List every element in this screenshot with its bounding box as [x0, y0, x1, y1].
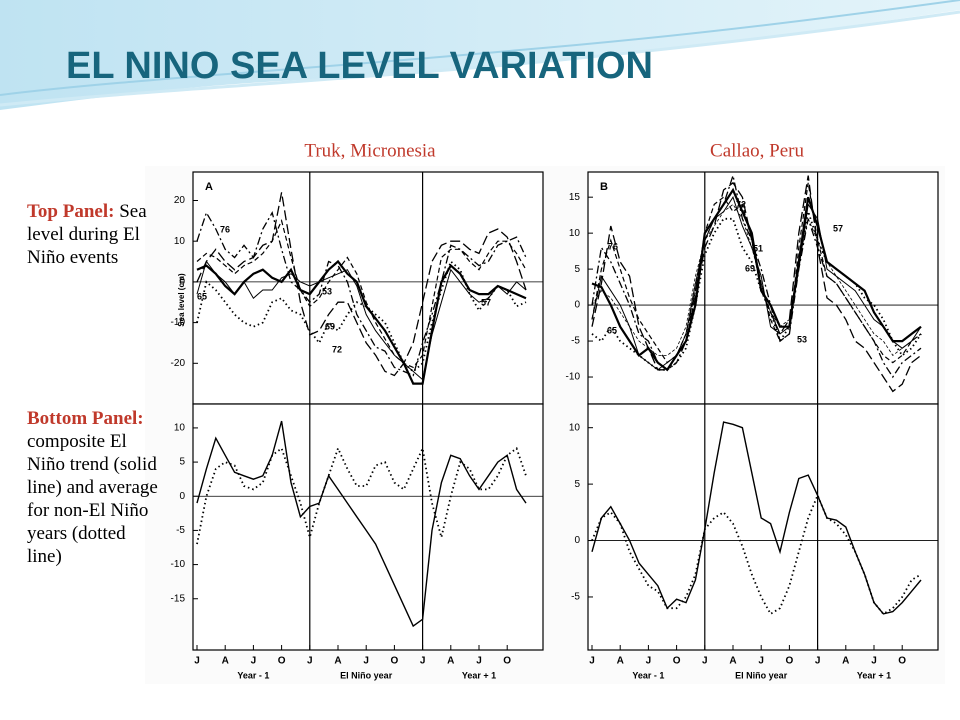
slide-title: EL NINO SEA LEVEL VARIATION	[66, 45, 653, 87]
series-line	[591, 196, 922, 371]
series-line	[196, 219, 527, 369]
series-line	[196, 260, 527, 381]
x-group-label: Year - 1	[632, 670, 664, 680]
series-label: 65	[607, 325, 617, 335]
x-tick-label: A	[842, 656, 849, 667]
y-tick-label: 5	[574, 479, 580, 490]
x-tick-label: J	[251, 656, 257, 667]
series-line	[196, 420, 527, 628]
y-tick-label: 10	[569, 228, 581, 239]
series-label: 76	[608, 241, 618, 251]
x-group-label: El Niño year	[735, 670, 788, 680]
series-label: 65	[197, 291, 207, 301]
x-tick-label: A	[447, 656, 454, 667]
y-tick-label: 20	[174, 195, 186, 206]
x-group-label: Year + 1	[857, 670, 891, 680]
y-tick-label: 5	[179, 457, 185, 468]
y-axis-label: Sea level (cm)	[177, 273, 186, 327]
series-label: 51	[753, 243, 763, 253]
x-tick-label: J	[758, 656, 764, 667]
y-tick-label: 0	[574, 300, 580, 311]
side-note: Top Panel: Sea level during El Niño even…	[27, 200, 162, 269]
y-tick-label: 10	[174, 236, 186, 247]
x-tick-label: J	[307, 656, 313, 667]
y-tick-label: -10	[566, 372, 581, 383]
note-heading: Bottom Panel:	[27, 408, 144, 429]
series-line	[591, 203, 922, 356]
column-label: Callao, Peru	[710, 140, 804, 161]
side-note: Bottom Panel: composite El Niño trend (s…	[27, 407, 162, 568]
series-label: 69	[325, 321, 335, 331]
x-tick-label: O	[503, 656, 511, 667]
wave-line	[0, 10, 960, 107]
y-tick-label: -15	[171, 593, 186, 604]
x-group-label: Year - 1	[237, 670, 269, 680]
y-tick-label: 10	[569, 422, 581, 433]
x-tick-label: J	[815, 656, 821, 667]
y-tick-label: 0	[179, 277, 185, 288]
x-tick-label: A	[617, 656, 624, 667]
header-wave	[0, 0, 960, 110]
y-tick-label: -10	[171, 559, 186, 570]
note-body: composite El Niño trend (solid line) and…	[27, 431, 158, 567]
x-tick-label: J	[646, 656, 652, 667]
series-label: 72	[332, 344, 342, 354]
plot-frame	[192, 171, 544, 405]
x-tick-label: J	[589, 656, 595, 667]
x-tick-label: O	[898, 656, 906, 667]
y-tick-label: -20	[171, 358, 186, 369]
y-tick-label: -5	[176, 525, 185, 536]
note-heading: Top Panel:	[27, 201, 115, 222]
x-group-label: El Niño year	[340, 670, 393, 680]
y-tick-label: -5	[571, 592, 580, 603]
y-tick-label: -5	[571, 336, 580, 347]
y-tick-label: 5	[574, 264, 580, 275]
series-line	[196, 210, 527, 377]
x-tick-label: J	[476, 656, 482, 667]
series-label: 57	[481, 297, 491, 307]
x-tick-label: J	[420, 656, 426, 667]
series-line	[591, 175, 922, 393]
series-line	[196, 259, 527, 373]
x-tick-label: O	[786, 656, 794, 667]
series-label: 76	[220, 224, 230, 234]
x-tick-label: O	[391, 656, 399, 667]
column-label: Truk, Micronesia	[304, 140, 436, 161]
plot-frame	[192, 403, 544, 651]
x-tick-label: O	[673, 656, 681, 667]
y-tick-label: 0	[574, 535, 580, 546]
x-group-label: Year + 1	[462, 670, 496, 680]
y-tick-label: -10	[171, 317, 186, 328]
x-tick-label: A	[729, 656, 736, 667]
series-label: 69	[745, 263, 755, 273]
panel-label: A	[205, 181, 213, 193]
x-tick-label: A	[222, 656, 229, 667]
x-tick-label: O	[278, 656, 286, 667]
series-label: 53	[322, 286, 332, 296]
y-tick-label: 10	[174, 423, 186, 434]
x-tick-label: J	[702, 656, 708, 667]
series-line	[196, 192, 527, 377]
y-tick-label: 15	[569, 192, 581, 203]
series-line	[591, 182, 922, 364]
note-body: Sea level during El Niño events	[27, 201, 147, 268]
wave-line	[0, 0, 960, 96]
x-tick-label: A	[334, 656, 341, 667]
x-tick-label: J	[871, 656, 877, 667]
series-line	[591, 421, 922, 615]
x-tick-label: J	[194, 656, 200, 667]
series-label: 72	[736, 199, 746, 209]
x-tick-label: J	[363, 656, 369, 667]
y-tick-label: 0	[179, 491, 185, 502]
series-line	[591, 173, 922, 379]
series-label: 53	[797, 334, 807, 344]
series-label: 57	[833, 223, 843, 233]
panel-label: B	[600, 181, 608, 193]
series-line	[196, 259, 527, 385]
